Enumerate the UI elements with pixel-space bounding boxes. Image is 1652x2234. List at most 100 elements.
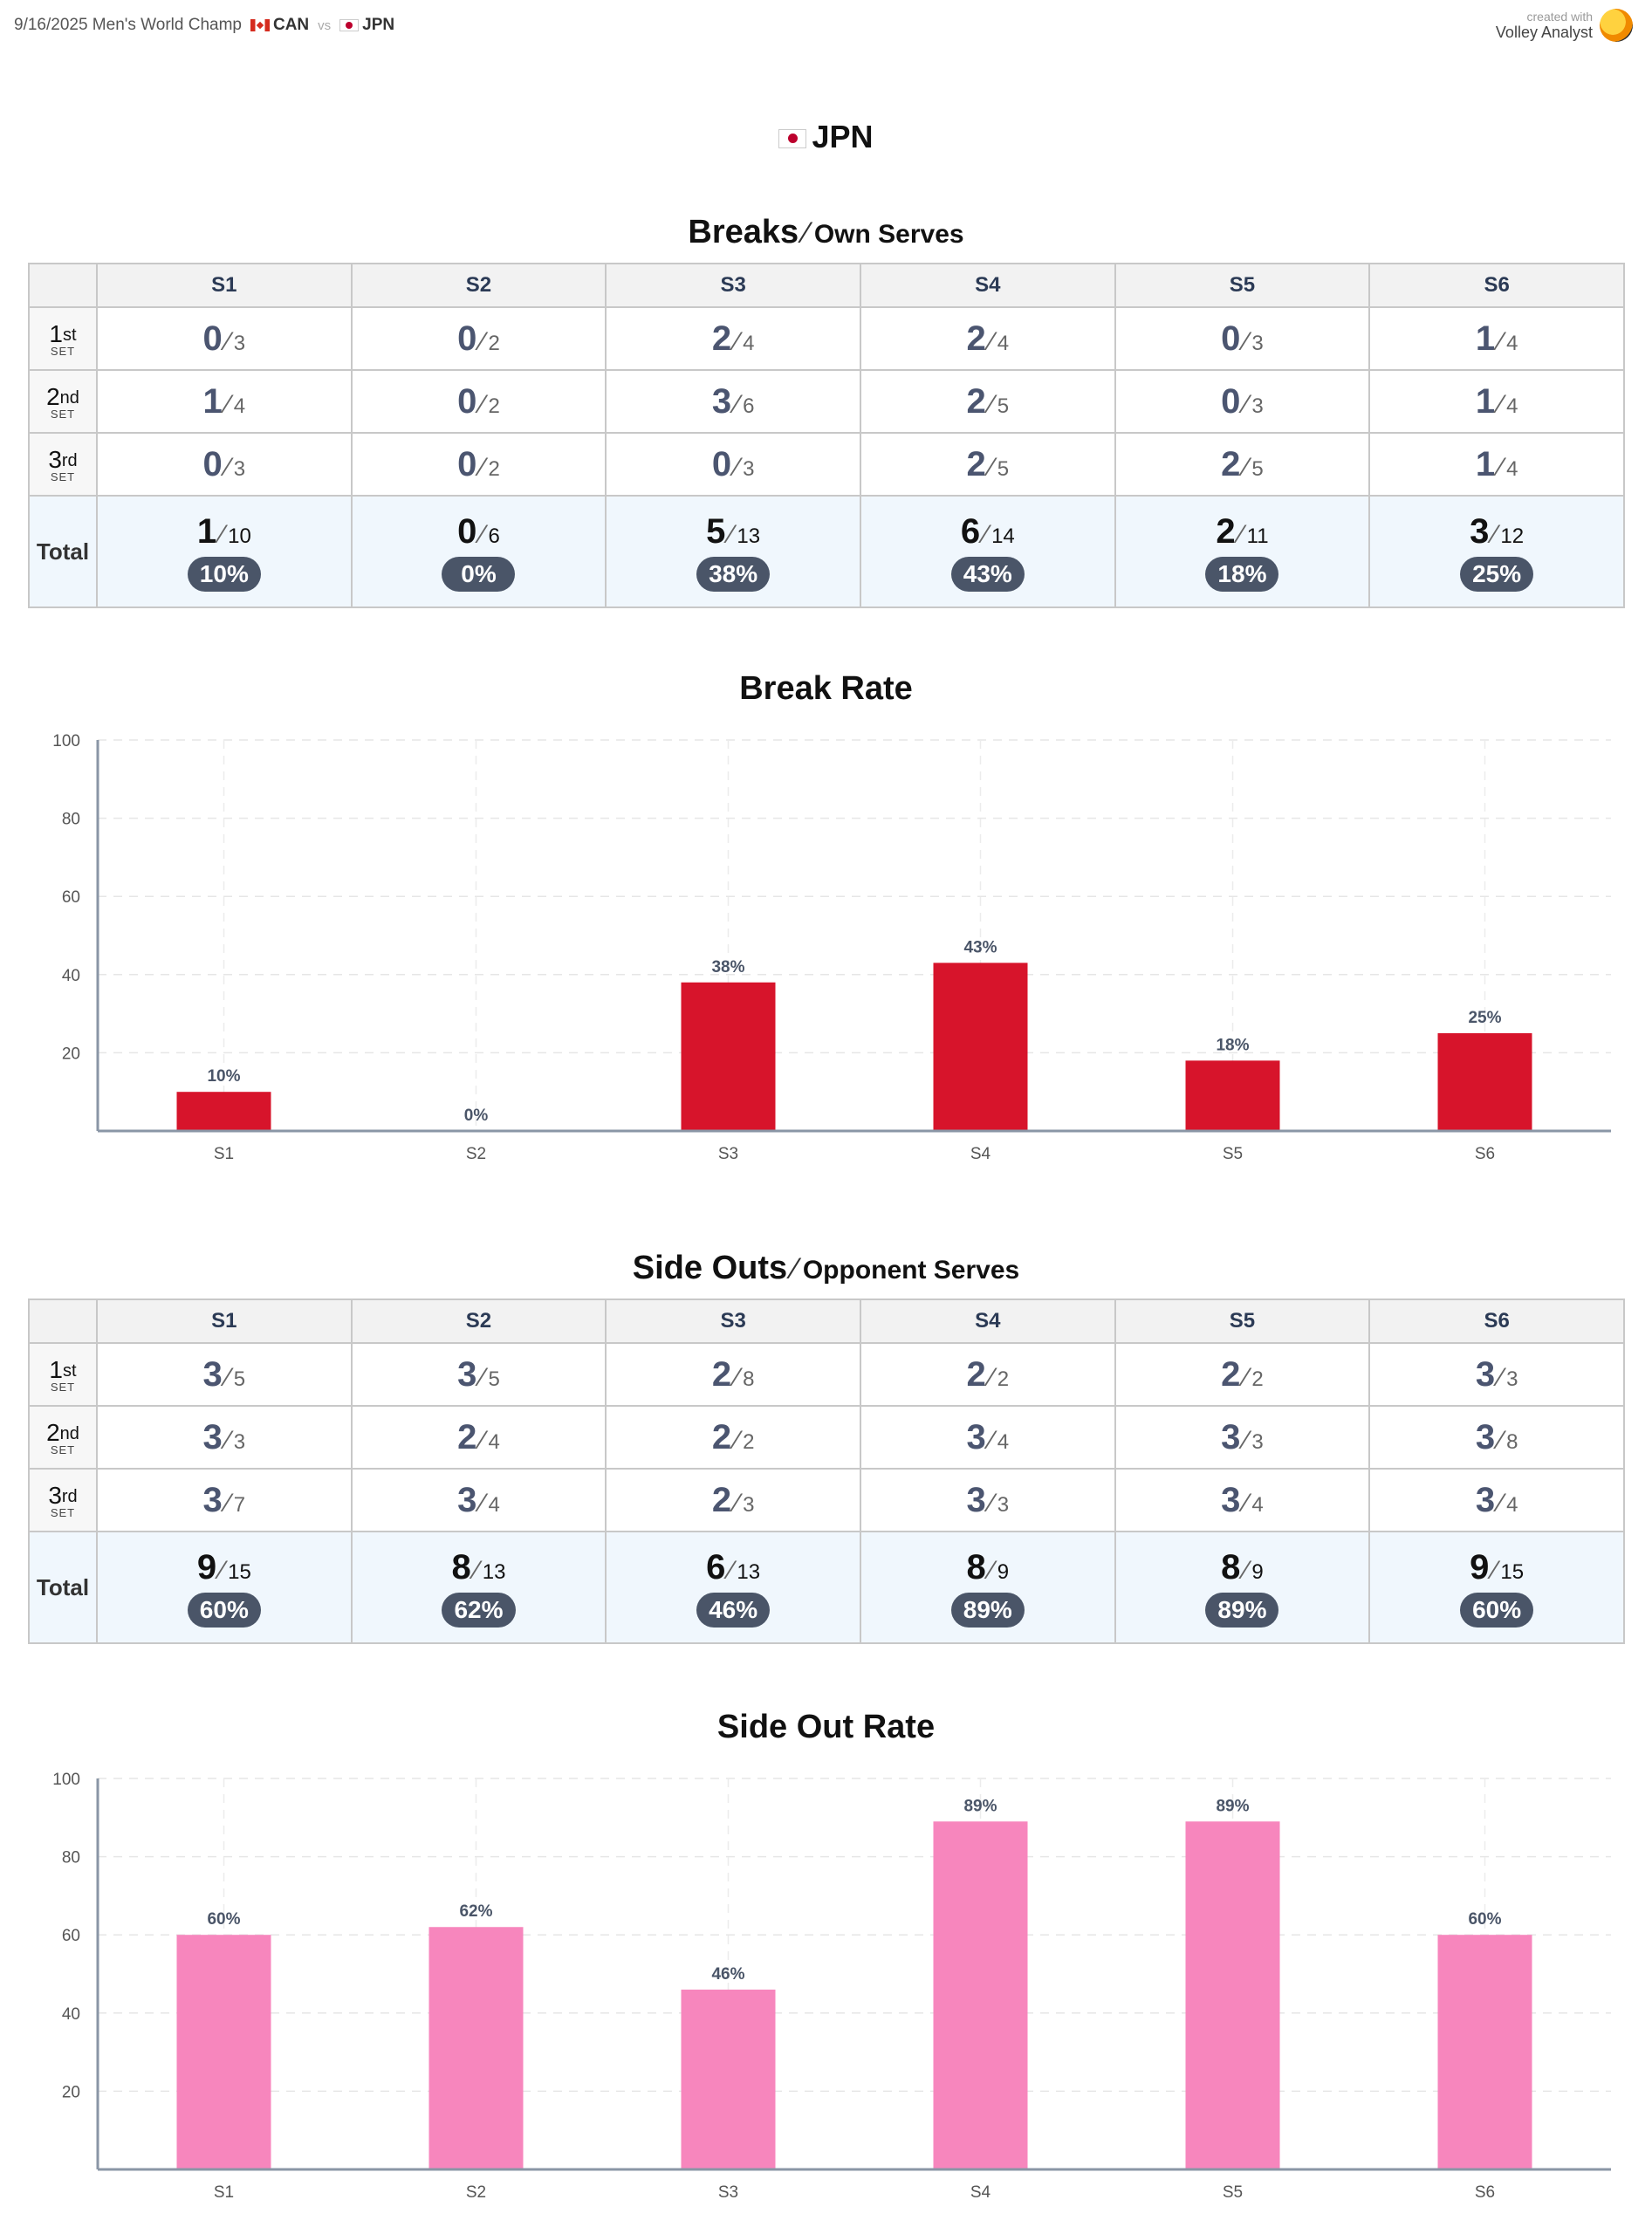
total-cell: 9 ⁄ 15 60% [96, 1531, 353, 1644]
fraction-slash: ⁄ [989, 326, 994, 356]
set-number: 3rd [48, 1482, 77, 1509]
numerator: 3 [202, 1354, 223, 1394]
y-tick-label: 60 [62, 1927, 80, 1945]
bar-s1 [176, 1935, 271, 2169]
fraction-slash: ⁄ [480, 452, 485, 482]
fraction: 2 ⁄ 4 [457, 1418, 500, 1456]
fraction-slash: ⁄ [735, 1362, 740, 1392]
fraction-slash: ⁄ [1244, 1425, 1249, 1455]
fraction-slash: ⁄ [1498, 326, 1504, 356]
stat-cell: 3 ⁄ 4 [350, 1468, 607, 1532]
set-label: 2nd SET [28, 369, 98, 434]
header-row: S1 S2 S3 S4 S5 S6 [28, 263, 1625, 308]
stat-cell: 3 ⁄ 3 [96, 1405, 353, 1470]
corner-cell [28, 263, 98, 308]
fraction-slash: ⁄ [989, 1362, 994, 1392]
numerator: 3 [711, 381, 732, 421]
denominator: 4 [1506, 1492, 1518, 1517]
bar-s4 [933, 1821, 1028, 2169]
fraction: 3 ⁄ 7 [203, 1481, 246, 1519]
stat-cell: 2 ⁄ 4 [859, 306, 1116, 371]
set-ordinal: 1 [49, 1355, 63, 1383]
fraction: 3 ⁄ 3 [203, 1418, 246, 1456]
fraction: 0 ⁄ 2 [457, 445, 500, 483]
denominator: 4 [997, 331, 1010, 355]
team-a: CAN [250, 16, 309, 35]
breaks-title: Breaks ⁄ Own Serves [0, 214, 1652, 251]
title-slash: ⁄ [792, 1252, 798, 1285]
fraction: 3 ⁄ 12 [1470, 512, 1524, 551]
numerator: 2 [966, 1354, 986, 1394]
stat-cell: 1 ⁄ 4 [1368, 306, 1625, 371]
denominator: 6 [743, 394, 755, 418]
fraction-slash: ⁄ [1498, 1488, 1504, 1518]
numerator: 3 [966, 1417, 986, 1456]
stat-cell: 3 ⁄ 4 [1368, 1468, 1625, 1532]
y-tick-label: 40 [62, 967, 80, 985]
denominator: 4 [997, 1429, 1010, 1454]
stat-cell: 0 ⁄ 3 [96, 432, 353, 497]
fraction: 2 ⁄ 11 [1216, 512, 1268, 551]
denominator: 7 [233, 1492, 246, 1517]
fraction: 3 ⁄ 6 [712, 382, 755, 421]
side-out-rate-chart: 20 40 60 80 100 60% S1 62% S2 46% S3 89% S4 89% S5 60% S… [52, 1771, 1611, 2202]
column-header: S4 [859, 263, 1116, 308]
set-number: 1st [49, 1356, 76, 1383]
percent-badge: 60% [187, 1592, 261, 1628]
fraction: 9 ⁄ 15 [197, 1548, 251, 1586]
set-label: 1st SET [28, 306, 98, 371]
fraction: 3 ⁄ 3 [1476, 1355, 1518, 1394]
set-caption: SET [50, 344, 76, 358]
numerator: 2 [966, 381, 986, 421]
set-ordinal: 1 [49, 319, 63, 347]
fraction: 0 ⁄ 2 [457, 319, 500, 358]
stat-cell: 2 ⁄ 2 [605, 1405, 861, 1470]
x-tick-label: S3 [718, 1145, 738, 1163]
fraction: 2 ⁄ 5 [1221, 445, 1264, 483]
fraction: 1 ⁄ 4 [1476, 445, 1518, 483]
column-header: S6 [1368, 1299, 1625, 1344]
column-header: S6 [1368, 263, 1625, 308]
stat-cell: 2 ⁄ 2 [859, 1342, 1116, 1407]
stat-cell: 3 ⁄ 7 [96, 1468, 353, 1532]
fraction: 9 ⁄ 15 [1470, 1548, 1524, 1586]
title-slash: ⁄ [804, 216, 809, 250]
stat-cell: 1 ⁄ 4 [1368, 369, 1625, 434]
denominator: 4 [1506, 394, 1518, 418]
denominator: 12 [1500, 524, 1525, 548]
set-ordinal-suffix: st [63, 1360, 77, 1381]
denominator: 3 [743, 456, 755, 481]
fraction: 3 ⁄ 5 [203, 1355, 246, 1394]
fraction-slash: ⁄ [225, 1488, 230, 1518]
stat-cell: 2 ⁄ 5 [859, 432, 1116, 497]
fraction-slash: ⁄ [225, 1425, 230, 1455]
stat-cell: 3 ⁄ 6 [605, 369, 861, 434]
fraction: 2 ⁄ 2 [712, 1418, 755, 1456]
x-tick-label: S1 [214, 1145, 234, 1163]
denominator: 13 [737, 1559, 761, 1584]
fraction: 2 ⁄ 4 [966, 319, 1009, 358]
team-a-label: CAN [272, 16, 310, 34]
fraction: 2 ⁄ 8 [712, 1355, 755, 1394]
denominator: 3 [1251, 394, 1264, 418]
denominator: 4 [1506, 456, 1518, 481]
set-caption: SET [50, 469, 76, 483]
fraction: 0 ⁄ 3 [1221, 382, 1264, 421]
fraction: 1 ⁄ 10 [197, 512, 251, 551]
breaks-table: S1 S2 S3 S4 S5 S6 1st SET 0 ⁄ 3 0 ⁄ 2 2 ⁄ 4 2 ⁄ 4 0 ⁄ 3 1 ⁄ 4 2nd S… [28, 263, 1625, 608]
fraction: 1 ⁄ 4 [203, 382, 246, 421]
fraction: 8 ⁄ 13 [452, 1548, 506, 1586]
denominator: 4 [1251, 1492, 1264, 1517]
total-cell: 9 ⁄ 15 60% [1368, 1531, 1625, 1644]
y-tick-label: 100 [52, 1771, 80, 1789]
fraction: 0 ⁄ 2 [457, 382, 500, 421]
percent-badge: 25% [1460, 556, 1534, 592]
denominator: 4 [743, 331, 755, 355]
side-outs-title: Side Outs ⁄ Opponent Serves [0, 1250, 1652, 1287]
denominator: 4 [1506, 331, 1518, 355]
percent-badge: 62% [442, 1592, 516, 1628]
denominator: 5 [1251, 456, 1264, 481]
percent-badge: 89% [950, 1592, 1025, 1628]
set-ordinal-suffix: nd [59, 1423, 79, 1443]
denominator: 2 [488, 331, 500, 355]
